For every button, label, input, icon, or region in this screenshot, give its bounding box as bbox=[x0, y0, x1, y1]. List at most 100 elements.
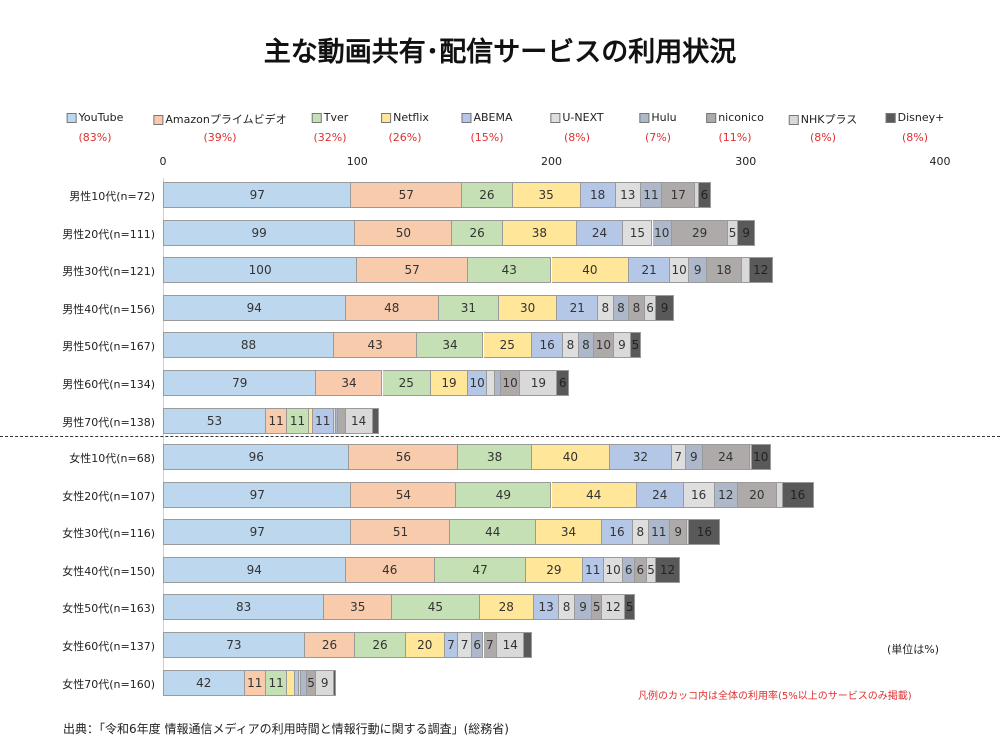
legend-swatch bbox=[639, 113, 650, 123]
data-label: 47 bbox=[472, 562, 488, 577]
bar-segment: 14 bbox=[497, 632, 525, 658]
data-label: 34 bbox=[341, 376, 357, 390]
bar-segment: 48 bbox=[345, 294, 439, 321]
bar-segment bbox=[335, 407, 338, 434]
bar-segment: 20 bbox=[737, 481, 777, 508]
bar-segment: 11 bbox=[265, 407, 288, 434]
data-label: 14 bbox=[351, 413, 367, 428]
category-label: 男性10代(n=72) bbox=[69, 190, 155, 203]
bar-segment: 26 bbox=[355, 632, 406, 658]
bar-segment: 11 bbox=[582, 556, 604, 583]
data-label: 35 bbox=[538, 188, 554, 202]
bar-segment: 96 bbox=[163, 444, 350, 470]
data-label: 34 bbox=[560, 525, 577, 540]
data-label: 53 bbox=[206, 413, 223, 428]
data-label: 5 bbox=[592, 600, 601, 615]
data-label: 7 bbox=[485, 638, 494, 652]
bar-segment: 8 bbox=[629, 294, 645, 321]
legend-overall-rate: (32%) bbox=[313, 131, 347, 144]
bar-segment: 9 bbox=[574, 594, 593, 621]
bar-segment: 6 bbox=[623, 556, 635, 583]
data-label: 21 bbox=[641, 263, 657, 278]
legend-label: YouTube bbox=[78, 111, 124, 124]
bar-segment: 9 bbox=[316, 669, 334, 696]
data-label: 11 bbox=[315, 413, 331, 428]
unit-note: (単位は%) bbox=[887, 643, 940, 656]
data-label: 11 bbox=[247, 675, 263, 690]
data-label: 25 bbox=[398, 376, 414, 390]
bar-segment: 46 bbox=[345, 556, 435, 583]
bar-segment bbox=[298, 669, 301, 696]
data-label: 8 bbox=[617, 300, 625, 315]
legend-label: Disney+ bbox=[897, 111, 945, 124]
data-label: 5 bbox=[728, 225, 737, 240]
data-label: 16 bbox=[609, 525, 625, 540]
x-tick-label: 200 bbox=[541, 155, 562, 168]
bar-segment: 21 bbox=[557, 294, 599, 321]
bar-segment: 34 bbox=[417, 332, 484, 359]
bar-segment bbox=[287, 669, 296, 696]
bar-segment: 11 bbox=[244, 669, 266, 696]
bar-segment: 24 bbox=[636, 481, 684, 508]
bar-segment: 7 bbox=[483, 632, 498, 658]
legend-overall-rate: (39%) bbox=[203, 131, 237, 144]
data-label: 30 bbox=[520, 300, 536, 315]
data-label: 19 bbox=[530, 376, 546, 390]
data-label: 9 bbox=[618, 338, 626, 353]
bar-segment: 9 bbox=[689, 257, 707, 284]
bar-segment: 54 bbox=[351, 481, 457, 508]
bar-segment: 43 bbox=[333, 332, 418, 359]
category-label: 男性20代(n=111) bbox=[62, 227, 155, 241]
data-label: 97 bbox=[249, 487, 265, 502]
bar-segment: 12 bbox=[749, 257, 773, 284]
legend-item: Tver bbox=[311, 111, 349, 124]
data-label: 12 bbox=[605, 600, 621, 615]
bar-segment: 24 bbox=[703, 444, 750, 470]
legend-item: niconico bbox=[706, 111, 764, 124]
data-label: 88 bbox=[240, 338, 257, 353]
bar-segment: 32 bbox=[609, 444, 672, 470]
bar-segment: 94 bbox=[163, 294, 346, 321]
bar-segment: 43 bbox=[467, 257, 552, 284]
bar-segment: 12 bbox=[656, 556, 680, 583]
data-label: 11 bbox=[289, 413, 306, 428]
bar-segment: 28 bbox=[479, 594, 534, 621]
bar-segment: 57 bbox=[357, 257, 468, 284]
x-tick-label: 400 bbox=[929, 155, 951, 168]
legend-swatch bbox=[885, 113, 896, 123]
bar-segment: 5 bbox=[625, 594, 636, 621]
bar-segment: 35 bbox=[512, 182, 581, 208]
bar-segment: 8 bbox=[613, 294, 630, 321]
data-label: 32 bbox=[632, 450, 648, 464]
data-label: 18 bbox=[716, 263, 732, 278]
bar-segment: 7 bbox=[671, 444, 686, 470]
bar-segment: 6 bbox=[471, 632, 484, 658]
legend-label: niconico bbox=[718, 111, 764, 124]
bar-segment: 10 bbox=[594, 332, 614, 359]
data-label: 83 bbox=[235, 600, 252, 615]
bar-segment: 21 bbox=[629, 257, 670, 284]
data-label: 6 bbox=[624, 562, 633, 577]
data-label: 12 bbox=[753, 263, 769, 278]
category-label: 女性30代(n=116) bbox=[62, 527, 155, 541]
data-label: 79 bbox=[232, 376, 248, 390]
bar-segment: 88 bbox=[163, 332, 334, 359]
bar-segment: 8 bbox=[563, 332, 579, 359]
data-label: 8 bbox=[601, 300, 610, 315]
bar-segment: 13 bbox=[615, 182, 641, 208]
bar-segment: 83 bbox=[163, 594, 325, 621]
bar-segment: 25 bbox=[382, 370, 432, 396]
data-label: 8 bbox=[582, 338, 590, 353]
legend-label: Tver bbox=[323, 111, 349, 124]
bar-segment: 44 bbox=[450, 519, 536, 546]
bar-segment bbox=[776, 481, 783, 508]
bar-segment bbox=[495, 370, 501, 396]
data-label: 16 bbox=[690, 487, 707, 502]
data-label: 10 bbox=[753, 450, 769, 464]
data-label: 17 bbox=[670, 188, 686, 202]
data-label: 40 bbox=[562, 450, 579, 464]
category-label: 女性60代(n=137) bbox=[62, 640, 155, 653]
bar-segment: 16 bbox=[602, 519, 634, 546]
bar-segment: 97 bbox=[163, 519, 352, 546]
data-label: 26 bbox=[469, 225, 485, 240]
